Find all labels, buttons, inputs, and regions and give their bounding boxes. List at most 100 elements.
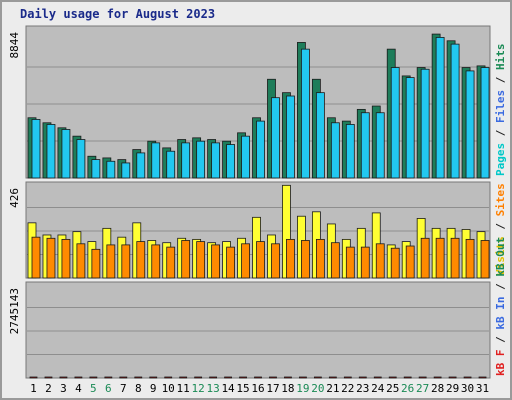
bar-hits-files xyxy=(226,144,235,179)
panel-visits-legend: Visits / Sites xyxy=(494,183,507,276)
bar-visits-sites xyxy=(360,246,370,279)
bar-hits-files xyxy=(420,68,430,179)
bar-visits-sites xyxy=(106,244,116,279)
bar-kbytes-kb-f xyxy=(149,376,158,379)
bar-kbytes-kb-f xyxy=(313,376,322,379)
bar-visits-sites xyxy=(211,244,221,279)
panel-kbytes-legend: kB F / kB In / kB Out xyxy=(494,237,507,376)
bar-visits-sites xyxy=(286,238,295,279)
bar-kbytes-kb-f xyxy=(284,376,292,379)
legend-kbytes-segment: / xyxy=(494,277,507,297)
bar-visits-sites xyxy=(181,240,191,279)
panel-hits-ymax-label: 8844 xyxy=(8,32,21,59)
legend-kbytes-segment: / xyxy=(494,330,507,350)
panel-visits-ymax-label: 426 xyxy=(8,188,21,208)
bar-visits-sites xyxy=(465,238,475,279)
bar-kbytes-kb-f xyxy=(328,376,337,379)
x-tick-label: 30 xyxy=(461,382,474,395)
bar-hits-files xyxy=(405,77,415,179)
bar-hits-files xyxy=(166,150,176,179)
bar-hits-files xyxy=(241,135,250,179)
bar-kbytes-kb-f xyxy=(403,376,412,379)
x-tick-label: 29 xyxy=(446,382,459,395)
chart-title: Daily usage for August 2023 xyxy=(20,7,216,21)
bar-visits-sites xyxy=(301,240,310,279)
panel-kbytes-background xyxy=(25,281,491,379)
bar-kbytes-kb-f xyxy=(224,376,232,379)
bar-visits-sites xyxy=(420,237,430,279)
bar-kbytes-kb-f xyxy=(418,376,427,379)
bar-visits-sites xyxy=(31,236,41,279)
bar-hits-files xyxy=(151,142,161,179)
legend-visits-segment: / xyxy=(494,216,507,236)
bar-visits-sites xyxy=(61,238,71,279)
bar-hits-files xyxy=(345,124,355,179)
x-tick-label: 8 xyxy=(135,382,142,395)
bar-hits-files xyxy=(375,112,385,179)
x-tick-label: 9 xyxy=(150,382,157,395)
bar-hits-files xyxy=(106,160,116,179)
bar-visits-sites xyxy=(271,243,280,279)
bar-kbytes-kb-f xyxy=(373,376,382,379)
bar-kbytes-kb-f xyxy=(89,376,98,379)
bar-hits-files xyxy=(196,140,206,179)
bar-kbytes-kb-f xyxy=(59,376,68,379)
x-tick-label: 18 xyxy=(281,382,294,395)
bar-kbytes-kb-f xyxy=(358,376,367,379)
legend-visits-segment: Visits xyxy=(494,236,507,276)
bar-hits-files xyxy=(256,120,265,179)
bar-visits-sites xyxy=(91,248,101,279)
bar-hits-files xyxy=(360,112,370,179)
x-tick-label: 22 xyxy=(341,382,354,395)
x-tick-label: 15 xyxy=(236,382,249,395)
x-tick-label: 13 xyxy=(206,382,219,395)
bar-hits-files xyxy=(211,142,221,179)
x-tick-label: 19 xyxy=(296,382,309,395)
x-tick-label: 12 xyxy=(192,382,205,395)
x-tick-label: 7 xyxy=(120,382,127,395)
bar-visits-sites xyxy=(166,246,176,279)
bar-visits-sites xyxy=(196,241,206,279)
bar-visits-sites xyxy=(76,243,86,279)
bar-hits-files xyxy=(286,95,295,179)
x-tick-label: 2 xyxy=(45,382,52,395)
legend-hits-segment: Files xyxy=(494,90,507,123)
bar-hits-files xyxy=(31,119,41,179)
bar-kbytes-kb-f xyxy=(343,376,352,379)
bar-hits-files xyxy=(61,129,71,179)
bar-kbytes-kb-f xyxy=(388,376,397,379)
x-tick-label: 11 xyxy=(177,382,190,395)
bar-visits-sites xyxy=(46,237,56,279)
bar-kbytes-kb-f xyxy=(254,376,262,379)
x-tick-label: 4 xyxy=(75,382,82,395)
bar-kbytes-kb-f xyxy=(119,376,128,379)
bar-visits-sites xyxy=(345,246,355,279)
bar-hits-files xyxy=(330,122,340,179)
bar-kbytes-kb-f xyxy=(134,376,143,379)
bar-kbytes-kb-f xyxy=(209,376,218,379)
legend-hits-segment: / xyxy=(494,123,507,143)
bar-hits-files xyxy=(121,162,131,179)
bar-kbytes-kb-f xyxy=(74,376,83,379)
x-tick-label: 5 xyxy=(90,382,97,395)
bar-hits-files xyxy=(480,67,490,179)
x-tick-label: 3 xyxy=(60,382,67,395)
x-tick-label: 20 xyxy=(311,382,324,395)
x-tick-label: 17 xyxy=(266,382,279,395)
bar-visits-sites xyxy=(315,238,325,279)
bar-visits-sites xyxy=(330,242,340,279)
legend-hits-segment: Pages xyxy=(494,143,507,176)
legend-kbytes-segment: kB Out xyxy=(494,237,507,277)
bar-hits-files xyxy=(315,92,325,179)
x-tick-label: 27 xyxy=(416,382,429,395)
bar-kbytes-kb-f xyxy=(478,376,487,379)
legend-kbytes-segment: kB F xyxy=(494,350,507,377)
panel-kbytes-ymax-label: 2745143 xyxy=(8,288,21,334)
legend-visits-segment: Sites xyxy=(494,183,507,216)
bar-hits-files xyxy=(76,139,86,179)
x-tick-label: 16 xyxy=(251,382,264,395)
bar-visits-sites xyxy=(226,246,235,279)
bar-visits-sites xyxy=(256,241,265,279)
bar-visits-sites xyxy=(241,243,250,279)
